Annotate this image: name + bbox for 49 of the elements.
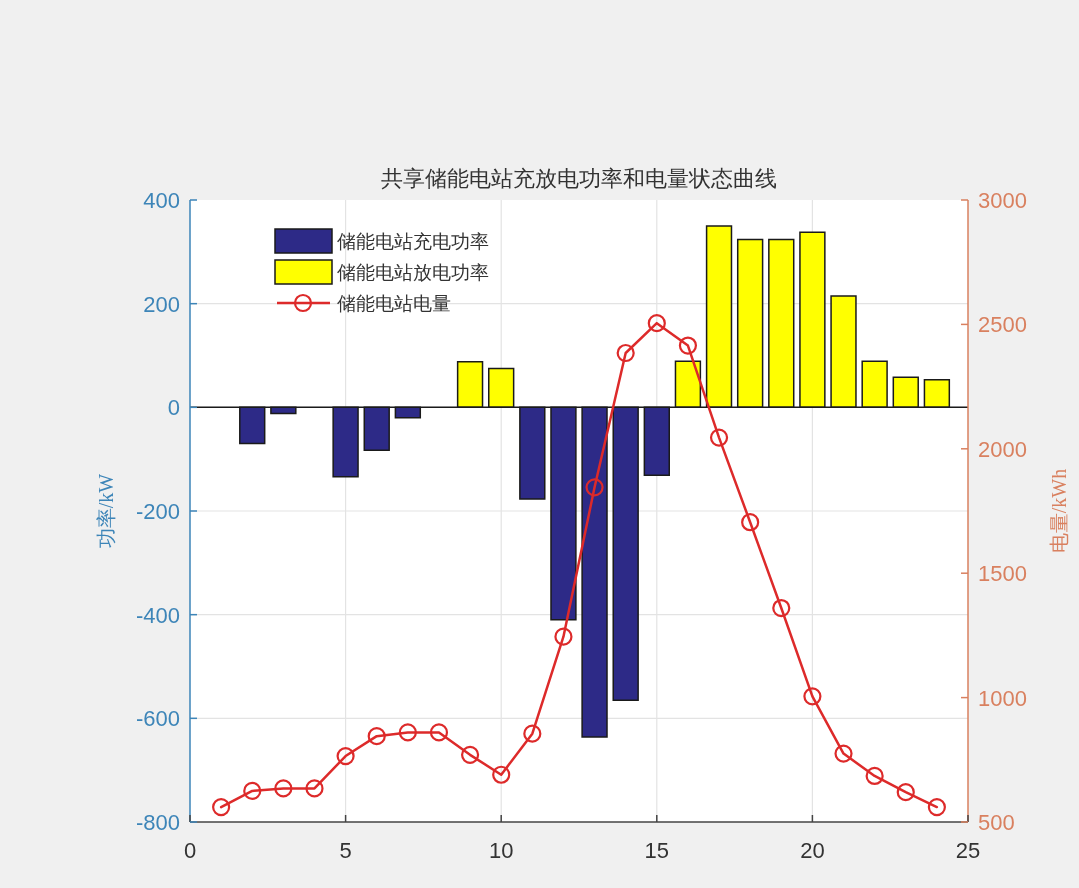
legend-label: 储能电站电量 <box>337 293 451 314</box>
point <box>398 723 417 742</box>
y-tick-label: 0 <box>167 395 180 421</box>
legend-label: 储能电站放电功率 <box>337 262 489 283</box>
point <box>834 744 853 763</box>
chart-title: 共享储能电站充放电功率和电量状态曲线 <box>381 166 777 191</box>
point <box>212 797 231 817</box>
y-tick-label: -400 <box>135 602 180 628</box>
point <box>741 513 760 532</box>
point <box>523 724 542 743</box>
y-axis-title: 功率/kW <box>95 473 117 549</box>
y2-tick-label: 2000 <box>978 436 1027 462</box>
y-tick-label: 200 <box>143 291 180 317</box>
point <box>865 766 884 786</box>
y2-tick-label: 1000 <box>978 685 1027 711</box>
point <box>554 627 573 646</box>
point <box>896 783 915 802</box>
y-tick-label: -200 <box>135 499 180 524</box>
point <box>616 343 635 363</box>
point <box>585 478 604 497</box>
point <box>367 727 386 746</box>
point <box>429 723 449 742</box>
x-tick-label: 10 <box>488 838 514 863</box>
y-tick-label: 400 <box>143 188 180 213</box>
y2-tick-label: 1500 <box>978 561 1027 587</box>
point <box>243 781 262 800</box>
legend-label: 储能电站充电功率 <box>337 231 489 252</box>
x-tick-label: 25 <box>955 838 981 863</box>
point <box>305 779 324 798</box>
point <box>492 765 511 784</box>
x-tick-label: 5 <box>339 838 352 863</box>
y2-tick-label: 500 <box>978 810 1015 835</box>
point <box>274 779 293 798</box>
x-tick-label: 20 <box>800 838 825 863</box>
y2-tick-label: 3000 <box>978 188 1027 213</box>
point <box>927 797 946 817</box>
point <box>647 314 666 333</box>
point <box>678 336 698 355</box>
y2-tick-label: 2500 <box>978 312 1027 338</box>
y-tick-label: -800 <box>135 810 180 835</box>
y2-axis-title: 电量/kWh <box>1048 468 1070 554</box>
point <box>772 598 791 618</box>
x-tick-label: 0 <box>183 838 197 863</box>
point <box>460 745 480 764</box>
x-tick-label: 15 <box>644 838 670 863</box>
y-tick-label: -600 <box>135 706 180 732</box>
point <box>709 428 729 447</box>
point <box>336 746 355 766</box>
point <box>803 687 822 706</box>
